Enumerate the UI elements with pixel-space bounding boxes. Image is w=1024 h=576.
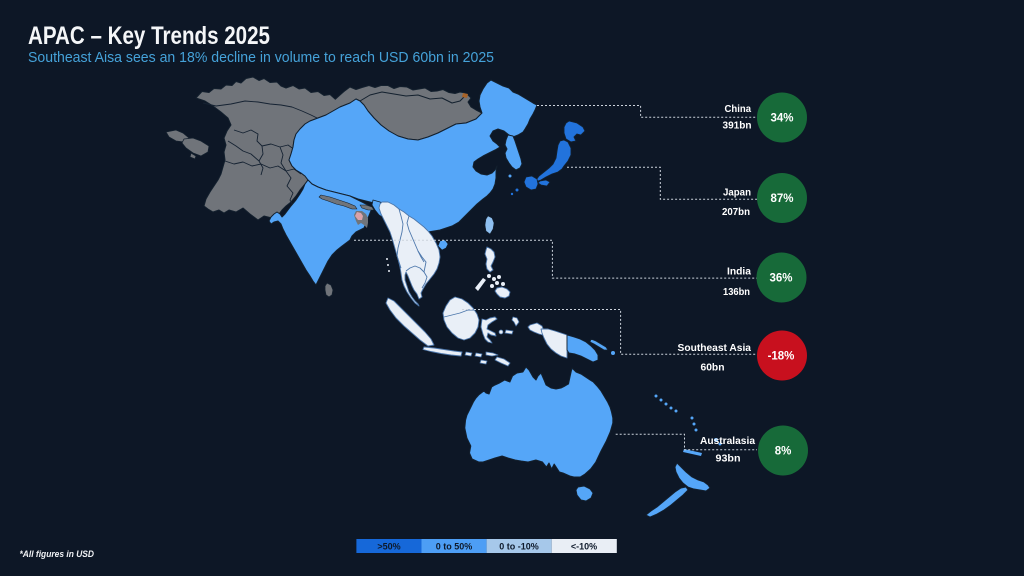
svg-text:Southeast Asia: Southeast Asia [678,342,752,354]
svg-text:36%: 36% [769,273,792,285]
svg-text:0 to 50%: 0 to 50% [436,542,473,552]
svg-text:Australasia: Australasia [700,435,755,447]
svg-text:207bn: 207bn [722,206,750,218]
svg-text:8%: 8% [775,446,792,458]
svg-text:India: India [727,266,751,278]
svg-text:Japan: Japan [723,187,751,199]
svg-text:87%: 87% [770,193,793,205]
svg-text:China: China [725,103,752,115]
svg-text:*All figures in USD: *All figures in USD [20,549,95,560]
svg-text:136bn: 136bn [723,286,750,298]
svg-text:APAC – Key Trends 2025: APAC – Key Trends 2025 [28,22,270,50]
svg-text:Southeast Aisa sees an 18% dec: Southeast Aisa sees an 18% decline in vo… [28,50,494,66]
svg-text:0 to -10%: 0 to -10% [499,542,539,552]
svg-text:60bn: 60bn [701,362,725,374]
svg-text:391bn: 391bn [723,120,752,132]
svg-text:34%: 34% [770,113,793,125]
svg-text:-18%: -18% [768,351,795,363]
svg-text:93bn: 93bn [716,453,741,465]
svg-text:<-10%: <-10% [571,542,597,552]
svg-text:>50%: >50% [377,542,400,552]
